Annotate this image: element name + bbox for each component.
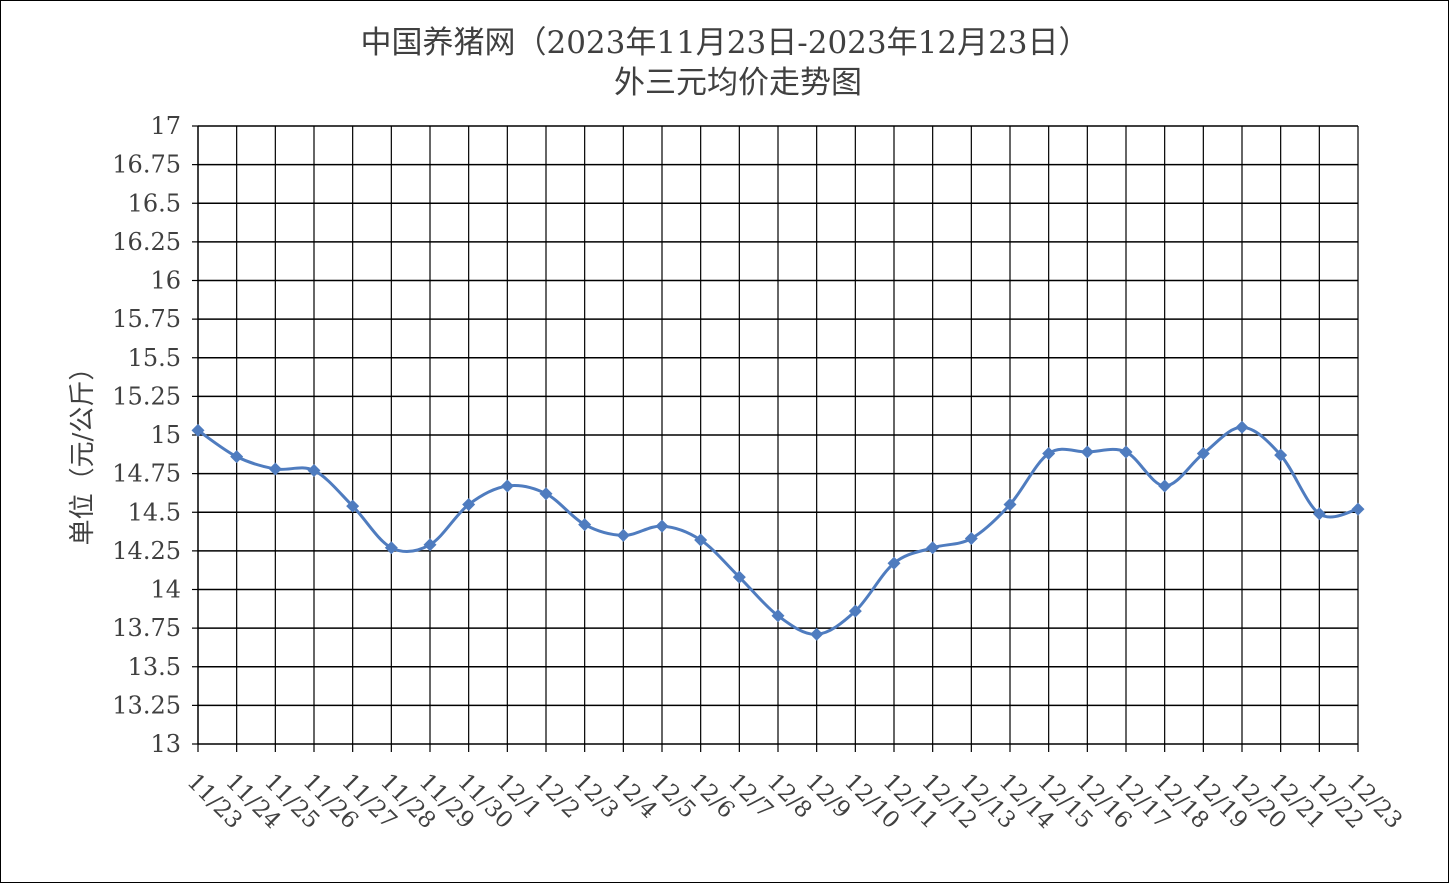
y-tick-label: 16.5	[128, 189, 181, 217]
data-point-marker	[578, 518, 592, 532]
data-point-marker	[616, 528, 630, 542]
y-tick-labels: 13 13.25 13.5 13.75 14 14.25 14.5 14.75 15 15.25 1…	[112, 112, 181, 758]
y-tick-label: 17	[150, 112, 181, 140]
y-tick-label: 15.5	[128, 344, 181, 372]
y-tick-label: 13.5	[128, 653, 181, 681]
chart-subtitle: 外三元均价走势图	[614, 65, 862, 101]
data-point-marker	[887, 556, 901, 570]
data-point-marker	[655, 519, 669, 533]
y-tick-label: 13.25	[112, 691, 181, 719]
data-point-marker	[1158, 479, 1172, 493]
x-tick-labels: 11/2311/2411/2511/2611/2711/2811/2911/30…	[182, 769, 1407, 834]
y-tick-label: 15.75	[112, 305, 181, 333]
y-tick-label: 14.25	[112, 537, 181, 565]
data-point-marker	[1119, 445, 1133, 459]
data-point-marker	[1042, 447, 1056, 461]
y-tick-label: 14.5	[128, 498, 181, 526]
data-point-marker	[1196, 447, 1210, 461]
axes	[192, 125, 1359, 752]
data-point-marker	[1274, 448, 1288, 462]
data-point-marker	[732, 570, 746, 584]
y-axis-label: 单位（元/公斤）	[68, 355, 98, 546]
y-tick-label: 16	[150, 267, 181, 295]
series-group	[191, 420, 1365, 641]
y-tick-label: 14	[150, 576, 181, 604]
chart-title: 中国养猪网（2023年11月23日-2023年12月23日）	[360, 25, 1089, 61]
data-point-marker	[268, 462, 282, 476]
data-point-marker	[500, 479, 514, 493]
data-point-marker	[1235, 420, 1249, 434]
data-point-marker	[771, 609, 785, 623]
data-point-marker	[1003, 498, 1017, 512]
data-point-marker	[964, 532, 978, 546]
data-point-marker	[1080, 445, 1094, 459]
data-point-marker	[230, 450, 244, 464]
y-tick-label: 13	[150, 730, 181, 758]
data-point-marker	[384, 541, 398, 555]
data-point-marker	[191, 423, 205, 437]
y-tick-label: 15	[150, 421, 181, 449]
data-point-marker	[694, 533, 708, 547]
data-point-marker	[462, 498, 476, 512]
data-point-marker	[1312, 507, 1326, 521]
data-point-marker	[539, 487, 553, 501]
y-tick-label: 13.75	[112, 614, 181, 642]
y-tick-label: 15.25	[112, 382, 181, 410]
data-point-marker	[848, 604, 862, 618]
data-point-marker	[926, 541, 940, 555]
data-point-marker	[307, 464, 321, 478]
gridlines	[198, 125, 1359, 744]
data-point-marker	[1351, 502, 1365, 516]
y-tick-label: 16.25	[112, 228, 181, 256]
y-tick-label: 14.75	[112, 460, 181, 488]
data-point-marker	[346, 499, 360, 513]
data-point-marker	[423, 538, 437, 552]
data-point-marker	[810, 627, 824, 641]
y-tick-label: 16.75	[112, 151, 181, 179]
